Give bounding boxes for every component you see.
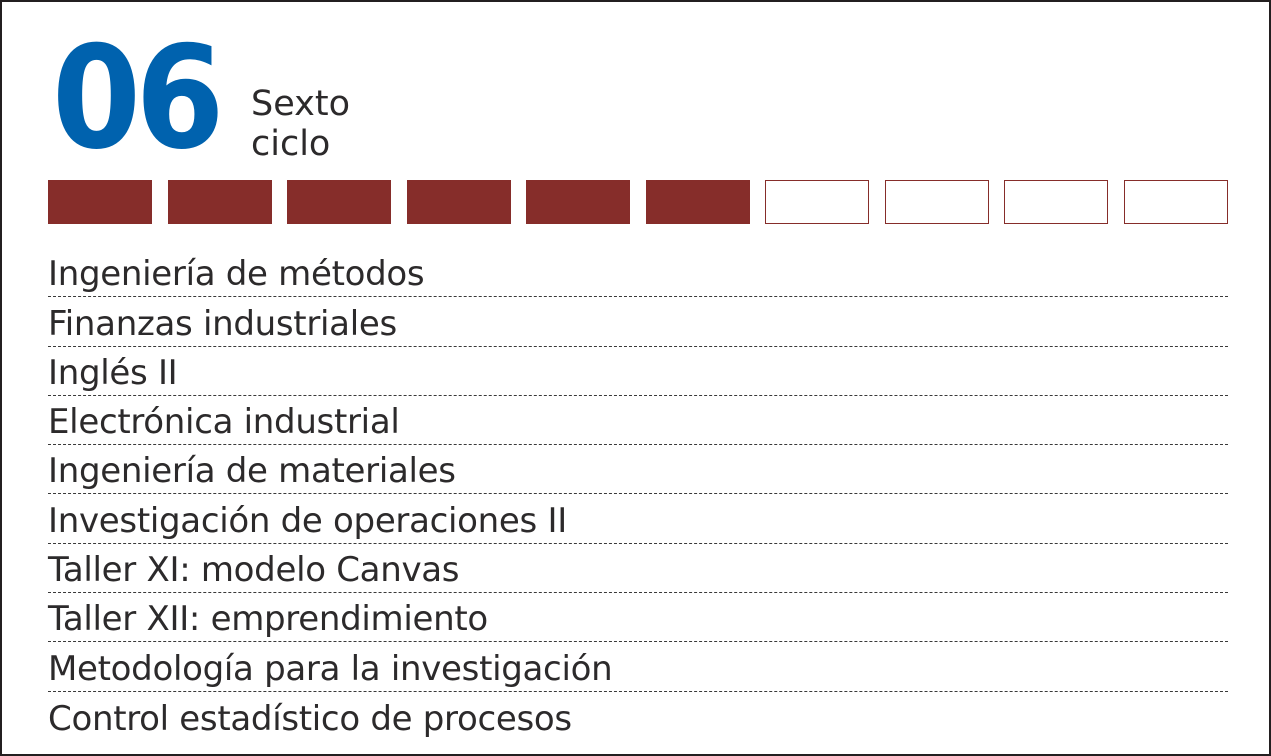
course-item: Taller XI: modelo Canvas	[48, 544, 1228, 594]
progress-segment-empty	[765, 180, 869, 224]
progress-segment-filled	[48, 180, 152, 224]
course-item: Taller XII: emprendimiento	[48, 593, 1228, 643]
course-item: Ingeniería de métodos	[48, 248, 1228, 298]
course-name: Investigación de operaciones II	[48, 500, 567, 541]
progress-segment-filled	[407, 180, 511, 224]
course-item: Finanzas industriales	[48, 297, 1228, 347]
course-name: Taller XII: emprendimiento	[48, 599, 488, 640]
course-name: Metodología para la investigación	[48, 648, 613, 689]
course-item: Ingeniería de materiales	[48, 445, 1228, 495]
course-item: Metodología para la investigación	[48, 642, 1228, 692]
progress-segment-empty	[885, 180, 989, 224]
semester-label-line2: ciclo	[251, 124, 331, 164]
semester-label-line1: Sexto	[251, 84, 350, 124]
course-name: Ingeniería de métodos	[48, 254, 425, 295]
course-item: Inglés II	[48, 347, 1228, 396]
semester-progress-bar	[48, 180, 1228, 224]
course-name: Inglés II	[48, 352, 178, 393]
course-list: Ingeniería de métodos Finanzas industrial…	[48, 248, 1228, 741]
progress-segment-filled	[287, 180, 391, 224]
course-item: Control estadístico de procesos	[48, 692, 1228, 741]
progress-segment-filled	[168, 180, 272, 224]
progress-segment-empty	[1004, 180, 1108, 224]
course-name: Finanzas industriales	[48, 303, 397, 344]
course-item: Electrónica industrial	[48, 396, 1228, 446]
semester-label: Sexto ciclo	[251, 84, 350, 164]
progress-segment-filled	[526, 180, 630, 224]
course-name: Taller XI: modelo Canvas	[48, 550, 460, 591]
course-name: Ingeniería de materiales	[48, 451, 456, 492]
progress-segment-empty	[1124, 180, 1228, 224]
course-name: Control estadístico de procesos	[48, 698, 572, 739]
course-item: Investigación de operaciones II	[48, 494, 1228, 544]
semester-number: 06	[52, 16, 224, 181]
progress-segment-filled	[646, 180, 750, 224]
course-name: Electrónica industrial	[48, 402, 400, 443]
